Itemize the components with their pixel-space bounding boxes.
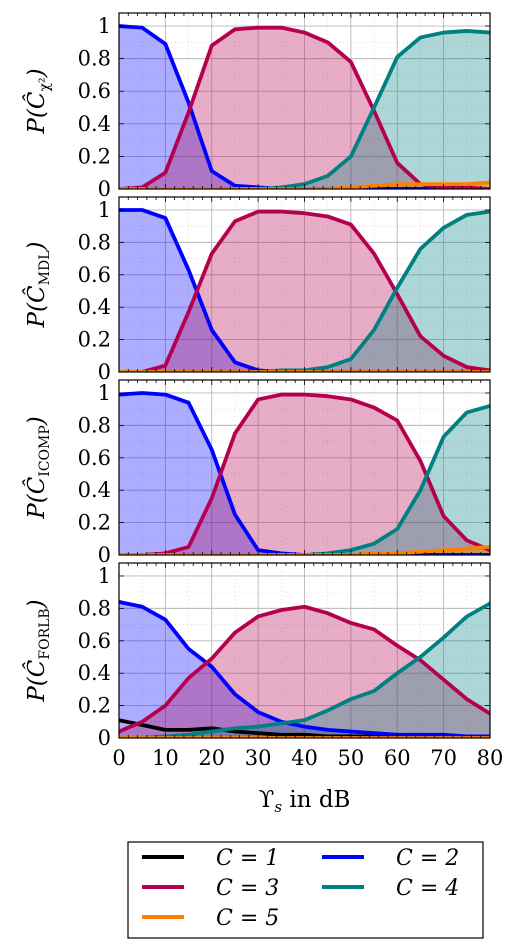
area-c3 — [119, 394, 490, 555]
legend-label: C = 3 — [216, 876, 279, 901]
x-tick-label: 70 — [430, 746, 457, 770]
x-tick-label: 20 — [198, 746, 225, 770]
y-tick-label: 0.8 — [78, 47, 111, 71]
y-tick-label: 0.8 — [78, 596, 111, 620]
legend: C = 1 C = 2 C = 3 C = 4 C = 5 — [127, 841, 484, 939]
panel-2: 0 0.2 0.4 0.6 0.8 1 P(ĈMDL) — [23, 196, 491, 384]
y-tick-label: 0.4 — [78, 478, 111, 502]
lines — [119, 599, 490, 738]
series-line-c2 — [119, 24, 490, 189]
panel-1: 0 0.2 0.4 0.6 0.8 1 P(Ĉχ²) — [23, 12, 491, 201]
panel-4: 0 0.2 0.4 0.6 0.8 1 P(ĈFORLB) 0 10 20 30 40 50 60 70 80… — [23, 562, 504, 816]
legend-item-c2: C = 2 — [322, 846, 459, 871]
ticks — [118, 563, 491, 739]
legend-label: C = 5 — [216, 906, 279, 931]
y-tick-label: 0.8 — [78, 230, 111, 254]
y-axis-label: P(ĈICOMP) — [23, 416, 53, 520]
y-tick-label: 0.6 — [78, 263, 111, 287]
y-tick-label: 0.2 — [78, 511, 111, 535]
legend-box — [127, 841, 484, 939]
area-c3 — [119, 606, 490, 738]
y-tick-label: 1 — [98, 14, 111, 38]
y-axis-label: P(ĈFORLB) — [23, 599, 53, 702]
y-tick-label: 0.6 — [78, 79, 111, 103]
ticks — [118, 13, 491, 190]
area-c2 — [119, 392, 490, 555]
legend-item-c4: C = 4 — [322, 876, 459, 901]
y-tick-label: 0.2 — [78, 328, 111, 352]
y-tick-label: 0.4 — [78, 661, 111, 685]
x-tick-label: 0 — [112, 746, 125, 770]
ticks — [118, 197, 491, 373]
area-c4 — [119, 603, 490, 738]
x-tick-label: 50 — [338, 746, 365, 770]
series-line-c2 — [119, 599, 490, 738]
y-tick-label: 0.4 — [78, 112, 111, 136]
y-tick-label: 0 — [98, 177, 111, 201]
area-c4 — [119, 405, 490, 555]
y-tick-label: 0.4 — [78, 295, 111, 319]
series-line-c5 — [119, 180, 490, 189]
x-tick-label: 80 — [477, 746, 504, 770]
y-tick-label: 1 — [98, 198, 111, 222]
areas — [119, 26, 490, 189]
area-c4 — [119, 211, 490, 372]
series-line-c4 — [119, 601, 490, 738]
series-line-c2 — [119, 391, 490, 555]
areas — [119, 601, 490, 738]
series-line-c4 — [119, 404, 490, 555]
y-tick-label: 1 — [98, 564, 111, 588]
lines — [119, 391, 490, 555]
x-tick-label: 10 — [152, 746, 179, 770]
y-tick-label: 0.8 — [78, 413, 111, 437]
y-tick-label: 0 — [98, 543, 111, 567]
series-line-c2 — [119, 208, 490, 372]
legend-label: C = 2 — [396, 846, 459, 871]
area-c4 — [119, 30, 490, 189]
y-axis-label: P(ĈMDL) — [23, 242, 53, 329]
y-tick-label: 0.2 — [78, 144, 111, 168]
area-c2 — [119, 601, 490, 738]
panel-3: 0 0.2 0.4 0.6 0.8 1 P(ĈICOMP) — [23, 379, 491, 567]
legend-label: C = 1 — [216, 846, 279, 871]
area-c3 — [119, 27, 490, 189]
x-tick-label: 60 — [384, 746, 411, 770]
legend-item-c5: C = 5 — [142, 906, 279, 931]
y-tick-label: 0 — [98, 360, 111, 384]
grid — [119, 380, 490, 555]
series-line-c3 — [119, 392, 490, 555]
x-axis-label: ϒs in dB — [259, 787, 351, 816]
series-line-c5 — [119, 544, 490, 555]
x-tick-label: 40 — [291, 746, 318, 770]
ticks — [118, 380, 491, 556]
grid — [119, 13, 490, 189]
areas — [119, 392, 490, 555]
y-tick-label: 0 — [98, 726, 111, 750]
series-line-c3 — [119, 209, 490, 372]
y-tick-label: 0.2 — [78, 694, 111, 718]
y-tick-label: 0.6 — [78, 446, 111, 470]
area-c2 — [119, 26, 490, 189]
y-tick-label: 0.6 — [78, 629, 111, 653]
legend-item-c1: C = 1 — [142, 846, 279, 871]
x-tick-label: 30 — [245, 746, 272, 770]
y-axis-label: P(Ĉχ²) — [23, 68, 53, 134]
legend-label: C = 4 — [396, 876, 459, 901]
legend-item-c3: C = 3 — [142, 876, 279, 901]
series-line-c3 — [119, 604, 490, 734]
y-tick-label: 1 — [98, 381, 111, 405]
